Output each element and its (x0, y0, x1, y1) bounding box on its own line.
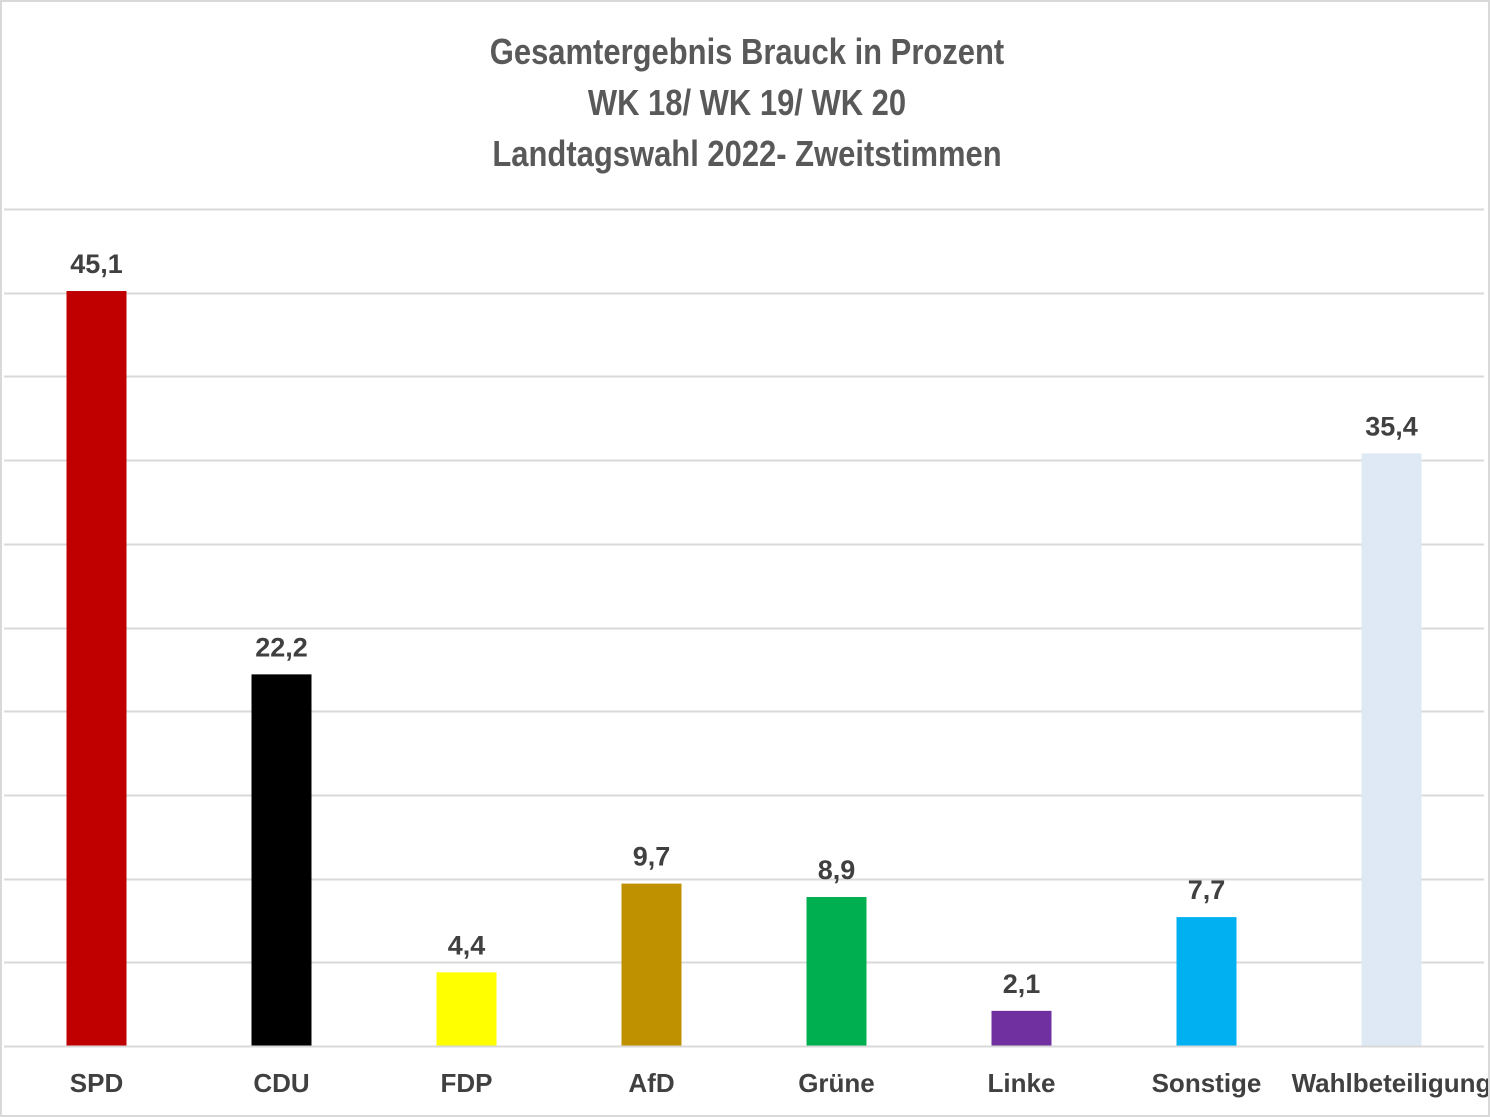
bar-afd (621, 883, 682, 1046)
data-label: 9,7 (633, 842, 671, 872)
x-tick-label: Wahlbeteiligung (1292, 1068, 1488, 1098)
bar-fdp (436, 972, 497, 1046)
bar-spd (66, 291, 127, 1046)
x-tick-label: Sonstige (1152, 1068, 1262, 1098)
data-label: 35,4 (1365, 411, 1418, 441)
chart-title-line-1: Gesamtergebnis Brauck in Prozent (489, 31, 1005, 72)
bar-linke (991, 1010, 1052, 1046)
data-label: 22,2 (255, 632, 308, 662)
bar-gr-ne (806, 897, 867, 1046)
data-label: 2,1 (1003, 969, 1041, 999)
bar-wahlbeteiligung (1361, 453, 1422, 1046)
bar-sonstige (1176, 917, 1237, 1046)
data-label: 7,7 (1188, 875, 1226, 905)
x-tick-label: SPD (70, 1068, 123, 1098)
x-tick-label: AfD (628, 1068, 674, 1098)
data-label: 45,1 (70, 249, 123, 279)
x-tick-label: FDP (441, 1068, 493, 1098)
x-tick-label: Grüne (798, 1068, 875, 1098)
bar-cdu (251, 674, 312, 1046)
chart-title-line-2: WK 18/ WK 19/ WK 20 (587, 82, 907, 123)
data-label: 8,9 (818, 855, 856, 885)
chart-title-line-3: Landtagswahl 2022- Zweitstimmen (492, 133, 1002, 174)
data-label: 4,4 (448, 930, 486, 960)
x-tick-label: Linke (988, 1068, 1056, 1098)
chart-title: Gesamtergebnis Brauck in Prozent WK 18/ … (106, 26, 1387, 179)
x-tick-label: CDU (253, 1068, 309, 1098)
